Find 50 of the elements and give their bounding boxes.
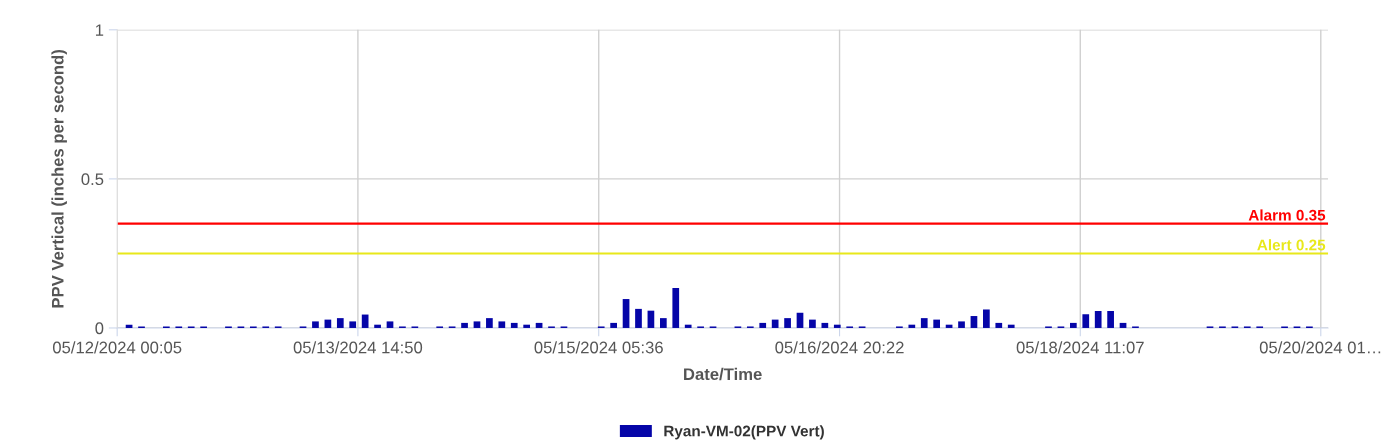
bar (386, 321, 394, 328)
bar (622, 299, 630, 328)
bar (970, 316, 978, 328)
bar (995, 322, 1003, 328)
bar (933, 319, 941, 328)
bar (461, 322, 468, 328)
bar (486, 318, 493, 328)
bar (610, 322, 617, 328)
bar (510, 322, 518, 328)
bar (908, 324, 916, 328)
bar (1069, 322, 1077, 328)
x-tick-label: 05/13/2024 14:50 (293, 341, 423, 354)
bar (1094, 310, 1102, 328)
bar (771, 319, 779, 328)
bar (312, 321, 319, 328)
x-axis-title: Date/Time (684, 367, 762, 381)
bar (336, 318, 344, 328)
bar (361, 314, 369, 328)
x-tick-label: 05/15/2024 05:36 (534, 341, 663, 354)
bar (498, 321, 506, 328)
x-tick-label: 05/12/2024 00:05 (52, 341, 182, 354)
legend-label: Ryan-VM-02(PPV Vert) (664, 425, 824, 440)
bar (473, 321, 481, 328)
bar (784, 318, 791, 328)
ref-line-label: Alert 0.25 (1257, 239, 1326, 251)
bar (920, 318, 928, 328)
bar (759, 322, 767, 328)
x-tick-label: 05/20/2024 01… (1259, 341, 1381, 354)
bar (1107, 310, 1114, 328)
bar (635, 308, 642, 328)
bar (809, 319, 816, 328)
y-axis-title: PPV Vertical (inches per second) (51, 50, 67, 308)
bar (684, 324, 692, 328)
bar (349, 321, 357, 328)
bar (1082, 314, 1090, 328)
bar (821, 322, 829, 328)
y-tick-label: 0.5 (81, 173, 104, 186)
bar (659, 318, 667, 328)
bar (374, 324, 381, 328)
x-tick-label: 05/18/2024 11:07 (1016, 341, 1144, 354)
ref-line-label: Alarm 0.35 (1248, 209, 1326, 221)
x-tick-label: 05/16/2024 20:22 (775, 341, 904, 354)
bar (1007, 324, 1015, 328)
y-tick-label: 0 (95, 322, 104, 335)
bar (983, 309, 990, 328)
bar (672, 288, 680, 328)
bar (833, 324, 841, 328)
bar (523, 324, 531, 328)
bar (958, 321, 965, 328)
y-tick-label: 1 (95, 24, 104, 36)
